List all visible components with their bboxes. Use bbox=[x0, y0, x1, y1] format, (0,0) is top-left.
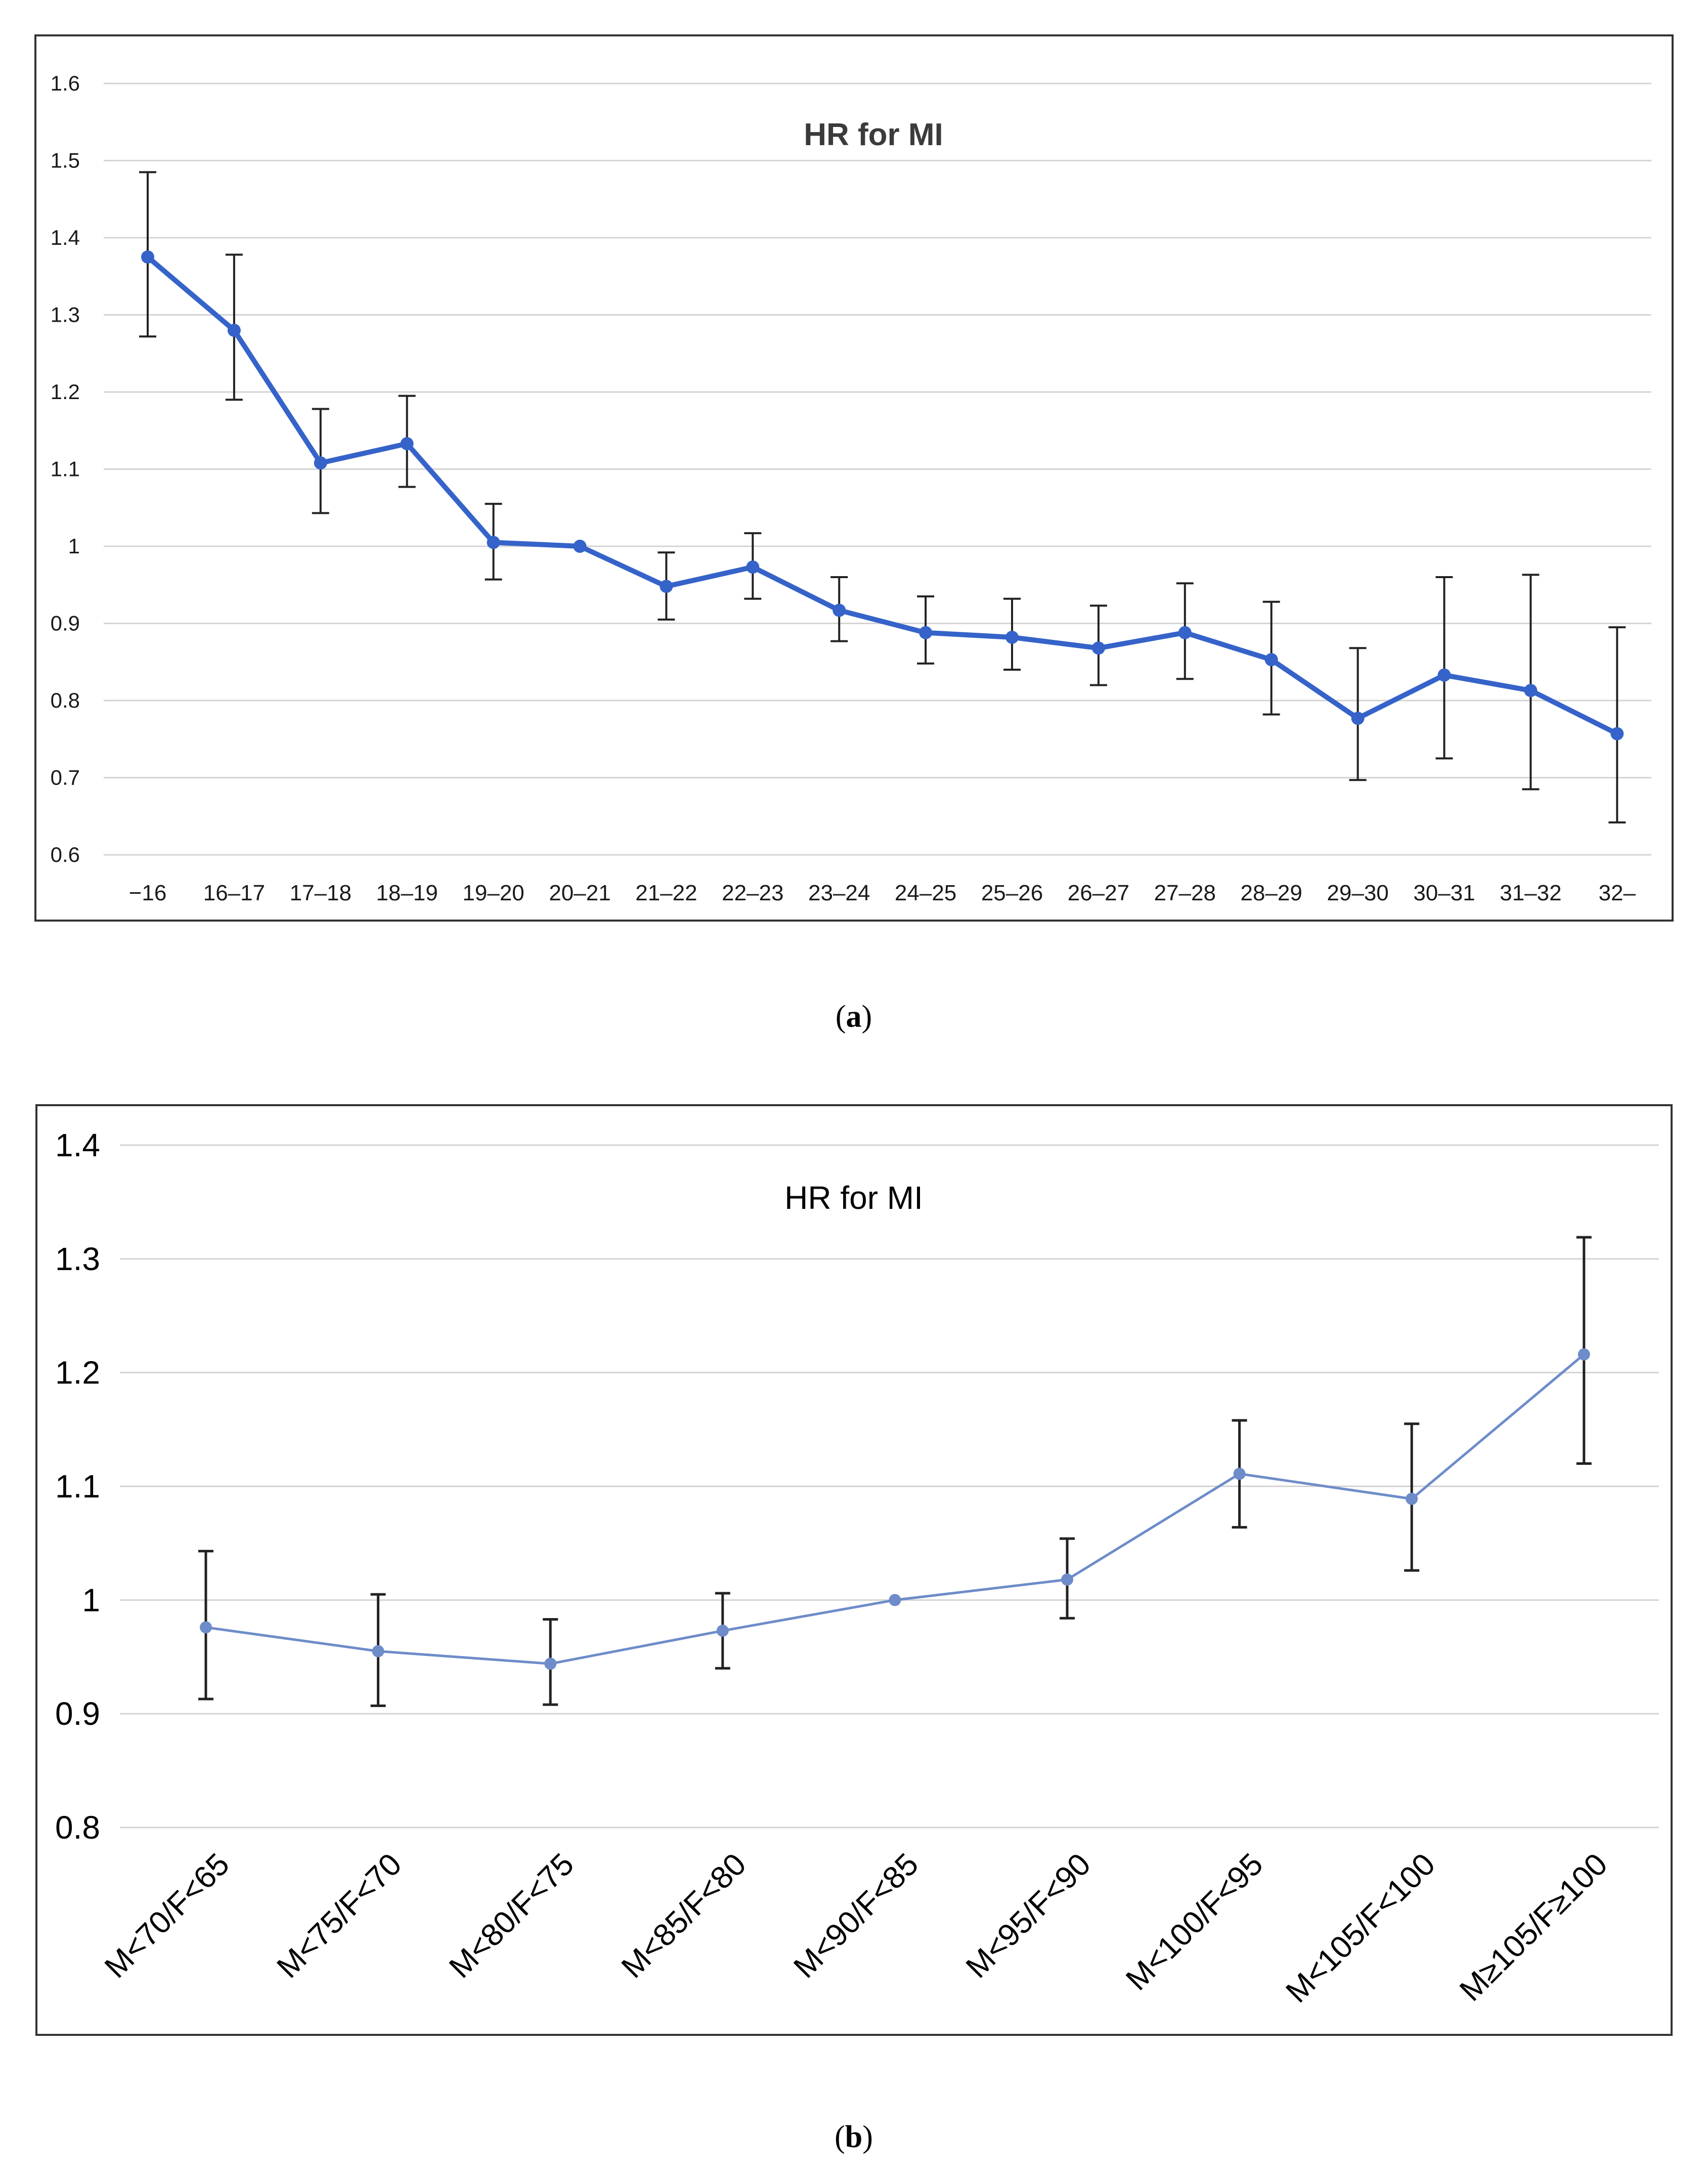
b-y-tick-label: 1 bbox=[82, 1582, 100, 1618]
b-data-point bbox=[372, 1645, 384, 1658]
a-y-tick-label: 1.1 bbox=[51, 457, 80, 481]
caption-a: (a) bbox=[836, 999, 872, 1034]
b-data-point bbox=[716, 1625, 729, 1637]
a-data-point bbox=[1091, 641, 1105, 655]
a-data-point bbox=[746, 560, 760, 574]
a-y-tick-label: 1.6 bbox=[51, 71, 80, 95]
b-data-point bbox=[544, 1658, 557, 1670]
a-x-tick-label: 20–21 bbox=[549, 881, 610, 905]
a-x-tick-label: 24–25 bbox=[895, 881, 956, 905]
a-x-tick-label: −16 bbox=[129, 881, 167, 905]
a-data-point bbox=[1610, 727, 1624, 741]
b-y-tick-label: 0.9 bbox=[55, 1695, 100, 1732]
chart-panel-b: 0.80.911.11.21.31.4 M<70/F<65 M<75/F<70 M<… bbox=[35, 1104, 1673, 2036]
b-data-point bbox=[1061, 1573, 1073, 1586]
a-error-bar bbox=[1608, 626, 1626, 823]
a-x-tick-label: 30–31 bbox=[1413, 881, 1475, 905]
a-data-point bbox=[1178, 626, 1192, 639]
a-y-tick-label: 1.2 bbox=[51, 380, 80, 404]
a-data-point bbox=[1351, 712, 1365, 725]
a-x-tick-label: 26–27 bbox=[1068, 881, 1129, 905]
a-data-point bbox=[1005, 630, 1019, 644]
b-y-tick-label: 1.1 bbox=[55, 1468, 100, 1505]
a-x-tick-label: 17–18 bbox=[290, 881, 352, 905]
b-data-point bbox=[1233, 1467, 1246, 1480]
a-x-tick-label: 23–24 bbox=[808, 881, 870, 905]
caption-a-label: a bbox=[846, 999, 862, 1034]
a-x-tick-label: 29–30 bbox=[1327, 881, 1388, 905]
a-x-tick-label: 25–26 bbox=[981, 881, 1043, 905]
a-data-point bbox=[141, 250, 154, 264]
b-data-point bbox=[1406, 1493, 1418, 1505]
a-data-point bbox=[314, 456, 327, 470]
a-data-point bbox=[400, 437, 414, 451]
a-y-tick-label: 1.5 bbox=[51, 149, 80, 172]
a-x-tick-label: 19–20 bbox=[462, 881, 524, 905]
a-x-tick-label: 32– bbox=[1599, 881, 1636, 905]
b-data-point bbox=[1578, 1348, 1590, 1361]
a-error-bar bbox=[1522, 574, 1540, 791]
b-data-point bbox=[200, 1621, 212, 1634]
a-data-point bbox=[660, 580, 673, 593]
a-data-point bbox=[1264, 653, 1278, 667]
a-x-tick-label: 27–28 bbox=[1154, 881, 1216, 905]
chart-a-series-line bbox=[146, 255, 1618, 736]
a-y-tick-label: 1 bbox=[68, 534, 80, 558]
b-data-point bbox=[889, 1594, 901, 1606]
a-y-tick-label: 1.4 bbox=[51, 226, 80, 249]
a-data-point bbox=[487, 536, 500, 549]
chart-b-title: HR for MI bbox=[784, 1180, 923, 1216]
a-x-tick-label: 16–17 bbox=[203, 881, 265, 905]
a-x-tick-label: 18–19 bbox=[376, 881, 438, 905]
a-data-point bbox=[1437, 668, 1451, 682]
a-y-tick-label: 0.8 bbox=[51, 688, 80, 712]
a-data-point bbox=[573, 540, 587, 553]
b-y-tick-label: 1.4 bbox=[55, 1127, 100, 1163]
a-y-tick-label: 0.9 bbox=[51, 612, 80, 635]
chart-a-title: HR for MI bbox=[804, 117, 943, 152]
a-data-point bbox=[833, 603, 846, 617]
chart-panel-a: 0.6 0.7 0.8 0.9 1 1.1 1.2 1.3 1.4 1.5 1.6 −16 16–17… bbox=[34, 34, 1674, 922]
caption-b-label: b bbox=[845, 2120, 862, 2154]
b-y-tick-label: 1.3 bbox=[55, 1241, 100, 1277]
b-y-tick-label: 1.2 bbox=[55, 1355, 100, 1391]
a-x-tick-label: 22–23 bbox=[722, 881, 783, 905]
a-y-tick-label: 0.6 bbox=[51, 843, 80, 866]
a-y-tick-label: 1.3 bbox=[51, 303, 80, 327]
caption-b: (b) bbox=[835, 2120, 873, 2154]
b-y-tick-label: 0.8 bbox=[55, 1809, 100, 1846]
chart-b-border bbox=[35, 1104, 1673, 2036]
a-error-bar bbox=[1435, 576, 1453, 760]
a-x-tick-label: 28–29 bbox=[1241, 881, 1302, 905]
a-y-tick-label: 0.7 bbox=[51, 766, 80, 790]
a-data-point bbox=[1524, 684, 1538, 698]
a-x-tick-label: 21–22 bbox=[635, 881, 697, 905]
a-data-point bbox=[919, 626, 933, 639]
a-x-tick-label: 31–32 bbox=[1500, 881, 1561, 905]
a-data-point bbox=[227, 324, 241, 337]
chart-a-border bbox=[34, 34, 1674, 922]
